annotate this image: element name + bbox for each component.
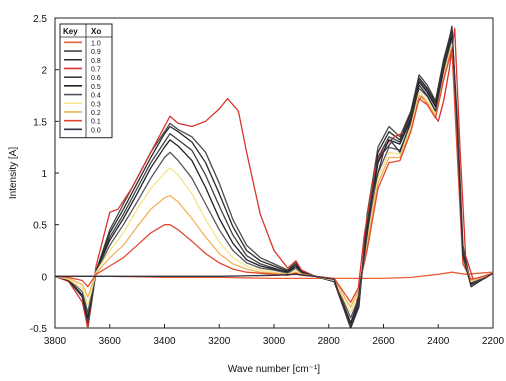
legend-entry-label: 0.9 bbox=[91, 49, 101, 56]
legend-entry-label: 0.4 bbox=[91, 93, 101, 100]
axis-layer: 3800 3600 3400 3200 3000 2800 2600 2400 2200 -0.5… bbox=[30, 14, 505, 347]
y-tick-label: 0.5 bbox=[33, 221, 47, 232]
y-axis-label: Intensity [A] bbox=[8, 147, 19, 199]
y-tick-label: 2.5 bbox=[33, 14, 47, 25]
x-tick-label: 3800 bbox=[44, 336, 67, 347]
series-line-0-5 bbox=[54, 35, 494, 324]
legend-entry-label: 0.1 bbox=[91, 119, 101, 126]
legend-entry-label: 0.8 bbox=[91, 58, 101, 65]
y-tick-label: 0 bbox=[41, 272, 47, 283]
legend-entry-label: 0.6 bbox=[91, 75, 101, 82]
legend-entry-label: 0.7 bbox=[91, 66, 101, 73]
x-tick-label: 2400 bbox=[427, 336, 450, 347]
y-tick-label: 1 bbox=[41, 169, 47, 180]
x-tick-label: 3400 bbox=[153, 336, 176, 347]
legend-entry-label: 1.0 bbox=[91, 40, 101, 47]
legend-header-key: Key bbox=[63, 27, 78, 36]
x-tick-label: 3200 bbox=[208, 336, 231, 347]
legend-header-value: Xo bbox=[91, 27, 101, 36]
y-tick-label: 1.5 bbox=[33, 117, 47, 128]
legend: Key Xo 1.0 0.9 0.80.7 0.6 0.5 0.40.3 0.2 0.10.0 bbox=[59, 23, 113, 139]
legend-entry-label: 0.0 bbox=[91, 127, 101, 134]
x-tick-label: 2800 bbox=[318, 336, 341, 347]
plot-frame bbox=[54, 17, 494, 329]
legend-entry-label: 0.2 bbox=[91, 110, 101, 117]
legend-entry-label: 0.5 bbox=[91, 84, 101, 91]
x-tick-label: 3600 bbox=[99, 336, 122, 347]
series-line-0-1 bbox=[54, 48, 494, 303]
y-tick-label: -0.5 bbox=[30, 324, 48, 335]
series-line-0-7 bbox=[54, 27, 494, 329]
series-layer bbox=[54, 25, 494, 329]
series-line-0-0 bbox=[55, 25, 494, 329]
x-tick-label: 2200 bbox=[482, 336, 505, 347]
y-tick-label: 2 bbox=[41, 66, 47, 77]
legend-entry-label: 0.3 bbox=[91, 101, 101, 108]
x-tick-label: 3000 bbox=[263, 336, 286, 347]
x-tick-label: 2600 bbox=[372, 336, 395, 347]
x-axis-label: Wave number [cm⁻¹] bbox=[228, 364, 320, 375]
